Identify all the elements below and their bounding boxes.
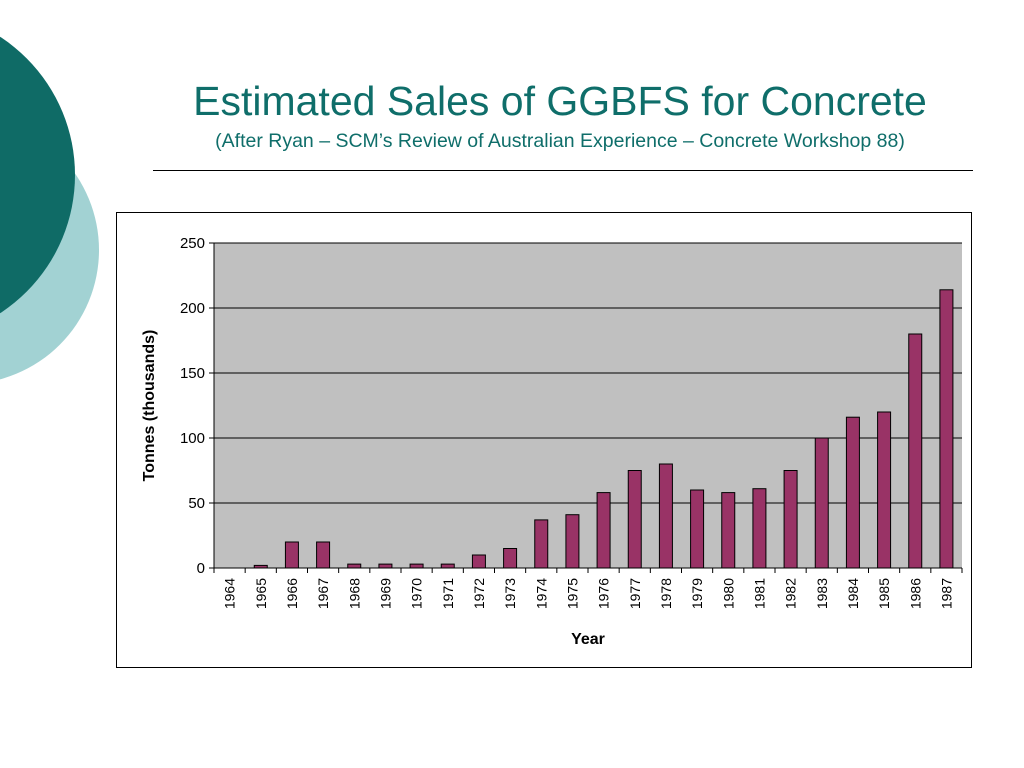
chart-frame: 0 50 100 150 200 250 1964 1965 1966 1967 1968 1969… [116,212,972,668]
bar [565,514,580,569]
x-tick-label: 1987 [938,578,954,609]
y-tick-label: 100 [180,430,205,447]
x-tick-label: 1973 [502,578,518,609]
bar [440,563,455,569]
x-axis-label: Year [571,631,605,648]
bar [409,563,424,569]
gridlines [214,242,962,504]
x-tick-label: 1986 [907,578,923,609]
slide-subtitle: (After Ryan – SCM’s Review of Australian… [215,130,905,152]
bar [378,563,393,569]
bar [596,492,611,569]
x-tick-label: 1978 [658,578,674,609]
x-tick-label: 1968 [346,578,362,609]
bar [658,463,673,569]
slide-title: Estimated Sales of GGBFS for Concrete [193,78,927,124]
bar [627,470,642,569]
x-tick-label: 1965 [253,578,269,609]
decor-dark-circle [0,36,75,314]
bars [253,289,954,569]
bar [347,563,362,569]
bar [534,519,549,569]
x-tick-label: 1977 [627,578,643,609]
bar [814,437,829,569]
x-tick-label: 1964 [222,578,238,609]
plot-area [214,243,962,568]
x-tick-label: 1972 [471,578,487,609]
y-tick-labels: 0 50 100 150 200 250 [180,235,205,577]
x-tick-label: 1981 [751,578,767,609]
y-tick-label: 0 [197,560,205,577]
x-tick-label: 1975 [564,578,580,609]
x-tick-label: 1970 [409,578,425,609]
bar [284,541,299,569]
y-tick-label: 200 [180,300,205,317]
x-tick-label: 1967 [315,578,331,609]
bar [503,548,518,569]
axes [209,242,963,573]
bar [752,488,767,569]
x-tick-label: 1980 [720,578,736,609]
x-tick-label: 1983 [814,578,830,609]
bar [877,411,892,569]
y-tick-label: 250 [180,235,205,252]
x-tick-labels: 1964 1965 1966 1967 1968 1969 1970 1971 1972 1973… [222,578,955,609]
x-tick-label: 1985 [876,578,892,609]
bar-chart: 0 50 100 150 200 250 1964 1965 1966 1967 1968 1969… [141,235,963,648]
bar [939,289,954,569]
bar [908,333,923,569]
x-tick-label: 1976 [596,578,612,609]
bar [471,554,486,569]
y-tick-label: 150 [180,365,205,382]
x-tick-label: 1984 [845,578,861,609]
y-tick-label: 50 [188,495,205,512]
bar [721,492,736,569]
y-axis-label: Tonnes (thousands) [141,330,158,482]
bar [690,489,705,569]
bar [783,470,798,569]
x-tick-label: 1982 [783,578,799,609]
x-tick-label: 1971 [440,578,456,609]
slide-decoration [0,36,99,380]
bar [845,416,860,569]
x-tick-label: 1966 [284,578,300,609]
x-tick-label: 1979 [689,578,705,609]
title-divider [153,170,973,171]
bar [316,541,331,569]
x-tick-label: 1969 [377,578,393,609]
x-tick-label: 1974 [533,578,549,609]
